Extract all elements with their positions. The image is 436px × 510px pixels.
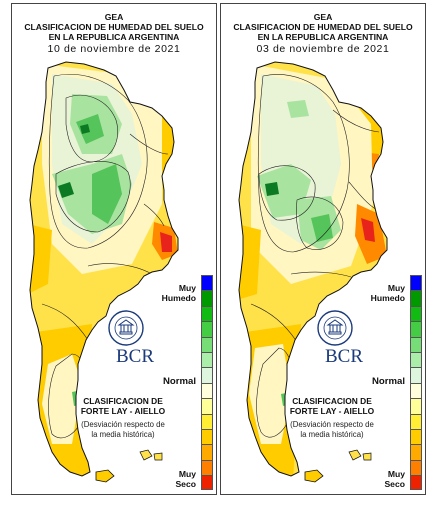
header-org: GEA [313, 12, 333, 22]
legend-bottom-label-line1: Muy [387, 469, 405, 479]
legend-top-label-line2: Humedo [370, 293, 405, 303]
region-wet-center [311, 214, 333, 242]
legend-top-label-line2: Humedo [161, 293, 196, 303]
isolines [250, 74, 380, 438]
region-extreme-dry-east [361, 218, 375, 242]
malvinas-islands [348, 449, 372, 461]
region-extreme-dry-east [160, 232, 172, 252]
color-legend-right [410, 275, 422, 491]
argentina-outline [238, 61, 388, 477]
legend-top-label-line1: Muy [178, 283, 196, 293]
legend-swatch [201, 398, 213, 414]
legend-swatch [410, 321, 422, 337]
legend-title-line1: CLASIFICACION DE [83, 396, 163, 406]
legend-swatch [410, 475, 422, 491]
legend-swatch [201, 336, 213, 352]
legend-swatch [201, 444, 213, 460]
bcr-brand: BCR [115, 346, 155, 367]
legend-swatch [410, 290, 422, 306]
header-org: GEA [104, 12, 124, 22]
header-title-line1: CLASIFICACION DE HUMEDAD DEL SUELO [24, 22, 204, 32]
map-panel-left: GEA CLASIFICACION DE HUMEDAD DEL SUELO E… [11, 3, 217, 495]
legend-desc-line1: (Desviación respecto de [81, 420, 165, 429]
legend-bottom-label: Muy Seco [175, 469, 196, 489]
legend-bottom-label: Muy Seco [384, 469, 405, 489]
bcr-seal-logo [108, 310, 144, 346]
legend-swatch [201, 367, 213, 383]
legend-swatch [201, 475, 213, 491]
legend-title-line2: FORTE LAY - AIELLO [80, 406, 166, 416]
argentina-soil-moisture-map [29, 61, 179, 483]
legend-swatch [410, 275, 422, 291]
map-panel-right: GEA CLASIFICACION DE HUMEDAD DEL SUELO E… [220, 3, 426, 495]
legend-swatch [410, 367, 422, 383]
bcr-seal-logo [317, 310, 353, 346]
legend-swatch [201, 459, 213, 476]
legend-desc-line2: la media histórica) [300, 430, 364, 439]
malvinas-islands [139, 449, 163, 461]
legend-swatch [410, 382, 422, 399]
legend-swatch [201, 290, 213, 306]
legend-top-label: Muy Humedo [371, 283, 405, 303]
legend-top-label-line1: Muy [387, 283, 405, 293]
legend-title-line1: CLASIFICACION DE [292, 396, 372, 406]
legend-middle-label: Normal [162, 376, 196, 387]
legend-swatch [410, 444, 422, 460]
color-legend-left [201, 275, 213, 491]
legend-description: (Desviación respecto de la media históri… [64, 420, 182, 440]
legend-swatch [410, 336, 422, 352]
legend-swatch [410, 428, 422, 445]
legend-swatch [201, 275, 213, 291]
legend-top-label: Muy Humedo [162, 283, 196, 303]
argentina-outline [29, 61, 179, 477]
argentina-soil-moisture-map [238, 61, 388, 483]
tierra-del-fuego [95, 469, 115, 483]
legend-swatch [201, 382, 213, 399]
region-slightly-dry-south [249, 344, 291, 444]
legend-swatch [201, 321, 213, 337]
legend-bottom-label-line1: Muy [178, 469, 196, 479]
legend-swatch [201, 351, 213, 368]
region-wet-center [92, 164, 122, 224]
region-very-wet-west [58, 182, 74, 198]
header-title-line1: CLASIFICACION DE HUMEDAD DEL SUELO [233, 22, 413, 32]
region-wet-north [76, 114, 104, 144]
legend-desc-line1: (Desviación respecto de [290, 420, 374, 429]
legend-description: (Desviación respecto de la media históri… [273, 420, 391, 440]
legend-swatch [410, 413, 422, 429]
legend-title-line2: FORTE LAY - AIELLO [289, 406, 375, 416]
legend-swatch [410, 459, 422, 476]
region-moist-north [287, 100, 309, 118]
region-very-wet-north [80, 124, 90, 134]
legend-title: CLASIFICACION DE FORTE LAY - AIELLO [277, 396, 387, 416]
legend-bottom-label-line2: Seco [175, 479, 196, 489]
legend-swatch [201, 305, 213, 322]
legend-swatch [410, 398, 422, 414]
header-date: 03 de noviembre de 2021 [256, 43, 390, 55]
legend-bottom-label-line2: Seco [384, 479, 405, 489]
legend-middle-label: Normal [371, 376, 405, 387]
header-title-line2: EN LA REPUBLICA ARGENTINA [48, 32, 180, 42]
header-title-line2: EN LA REPUBLICA ARGENTINA [257, 32, 389, 42]
legend-swatch [201, 413, 213, 429]
tierra-del-fuego [304, 469, 324, 483]
legend-swatch [410, 351, 422, 368]
header-date: 10 de noviembre de 2021 [47, 43, 181, 55]
region-very-wet-west [265, 182, 279, 196]
legend-swatch [410, 305, 422, 322]
legend-swatch [201, 428, 213, 445]
bcr-brand: BCR [324, 346, 364, 367]
legend-title: CLASIFICACION DE FORTE LAY - AIELLO [68, 396, 178, 416]
legend-desc-line2: la media histórica) [91, 430, 155, 439]
